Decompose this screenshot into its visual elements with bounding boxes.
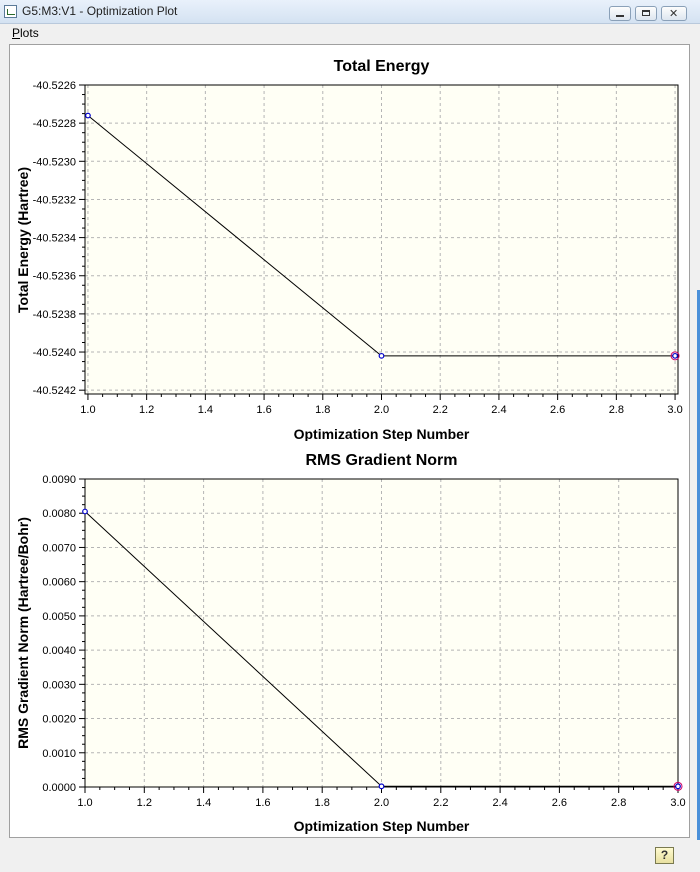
y-tick-label: 0.0060 (42, 577, 76, 589)
y-tick-label: -40.5230 (33, 156, 76, 168)
x-tick-label: 2.0 (374, 404, 389, 416)
x-tick-label: 1.8 (315, 797, 330, 809)
y-tick-label: 0.0070 (42, 542, 76, 554)
y-tick-label: 0.0000 (42, 782, 76, 794)
window-edge (697, 290, 700, 850)
y-tick-label: -40.5234 (33, 233, 76, 245)
x-tick-label: 1.6 (256, 404, 271, 416)
x-tick-label: 2.2 (433, 797, 448, 809)
chart-title: RMS Gradient Norm (305, 452, 457, 469)
rms-gradient-chart: 1.0 1.2 1.4 1.6 1.8 2.0 2.2 2.4 2.6 2.8 3.0 0.0000 0… (15, 452, 686, 834)
x-tick-label: 3.0 (670, 797, 685, 809)
y-tick-label: 0.0010 (42, 748, 76, 760)
x-tick-label: 1.0 (80, 404, 95, 416)
x-tick-label: 1.0 (77, 797, 92, 809)
data-point (85, 112, 91, 119)
close-button[interactable] (661, 6, 687, 21)
x-tick-label: 2.0 (374, 797, 389, 809)
window-title: G5:M3:V1 - Optimization Plot (22, 4, 178, 18)
x-tick-label: 1.2 (137, 797, 152, 809)
x-axis-label: Optimization Step Number (294, 818, 470, 834)
y-tick-label: -40.5242 (33, 385, 76, 397)
y-tick-label: 0.0030 (42, 679, 76, 691)
x-tick-label: 1.2 (139, 404, 154, 416)
app-icon (4, 5, 17, 18)
x-tick-label: 1.8 (315, 404, 330, 416)
menu-plots-label: lots (20, 26, 39, 40)
data-point (82, 508, 88, 515)
y-tick-label: -40.5232 (33, 194, 76, 206)
x-tick-label: 2.8 (609, 404, 624, 416)
menu-plots[interactable]: Plots (12, 26, 39, 40)
x-tick-label: 2.6 (550, 404, 565, 416)
x-tick-label: 2.6 (552, 797, 567, 809)
x-tick-label: 3.0 (667, 404, 682, 416)
data-point (675, 783, 681, 790)
total-energy-chart: 1.0 1.2 1.4 1.6 1.8 2.0 2.2 2.4 2.6 2.8 3.0 -40.522… (15, 58, 683, 441)
minimize-button[interactable] (609, 6, 631, 21)
x-tick-label: 1.4 (198, 404, 213, 416)
x-tick-label: 2.4 (491, 404, 506, 416)
y-tick-label: 0.0040 (42, 645, 76, 657)
maximize-button[interactable] (635, 6, 657, 21)
plot-background (85, 479, 678, 787)
x-axis-label: Optimization Step Number (294, 426, 470, 441)
title-bar: G5:M3:V1 - Optimization Plot (0, 0, 700, 24)
status-bar (0, 840, 700, 872)
x-tick-label: 1.4 (196, 797, 211, 809)
x-tick-label: 2.2 (433, 404, 448, 416)
current-point-marker (670, 351, 680, 361)
current-point-marker (673, 781, 683, 791)
plot-area: 1.0 1.2 1.4 1.6 1.8 2.0 2.2 2.4 2.6 2.8 3.0 -40.522… (9, 44, 690, 838)
y-tick-label: 0.0050 (42, 611, 76, 623)
menu-plots-accelerator: P (12, 26, 21, 40)
x-tick-label: 2.4 (492, 797, 507, 809)
y-tick-label: 0.0080 (42, 508, 76, 520)
plot-background (85, 85, 678, 394)
y-axis-label: Total Energy (Hartree) (15, 167, 31, 313)
x-tick-label: 1.6 (255, 797, 270, 809)
y-tick-label: -40.5240 (33, 347, 76, 359)
y-axis-label: RMS Gradient Norm (Hartree/Bohr) (15, 517, 31, 749)
data-point (672, 352, 678, 359)
data-point (378, 783, 385, 790)
data-point (378, 352, 385, 359)
y-tick-label: -40.5226 (33, 80, 76, 92)
y-tick-label: -40.5228 (33, 118, 76, 130)
y-tick-label: 0.0020 (42, 714, 76, 726)
y-tick-label: -40.5238 (33, 309, 76, 321)
menu-bar: Plots (0, 24, 700, 43)
x-tick-label: 2.8 (611, 797, 626, 809)
help-button[interactable]: ? (655, 847, 674, 864)
y-tick-label: -40.5236 (33, 271, 76, 283)
chart-title: Total Energy (334, 58, 430, 75)
y-tick-label: 0.0090 (42, 474, 76, 486)
